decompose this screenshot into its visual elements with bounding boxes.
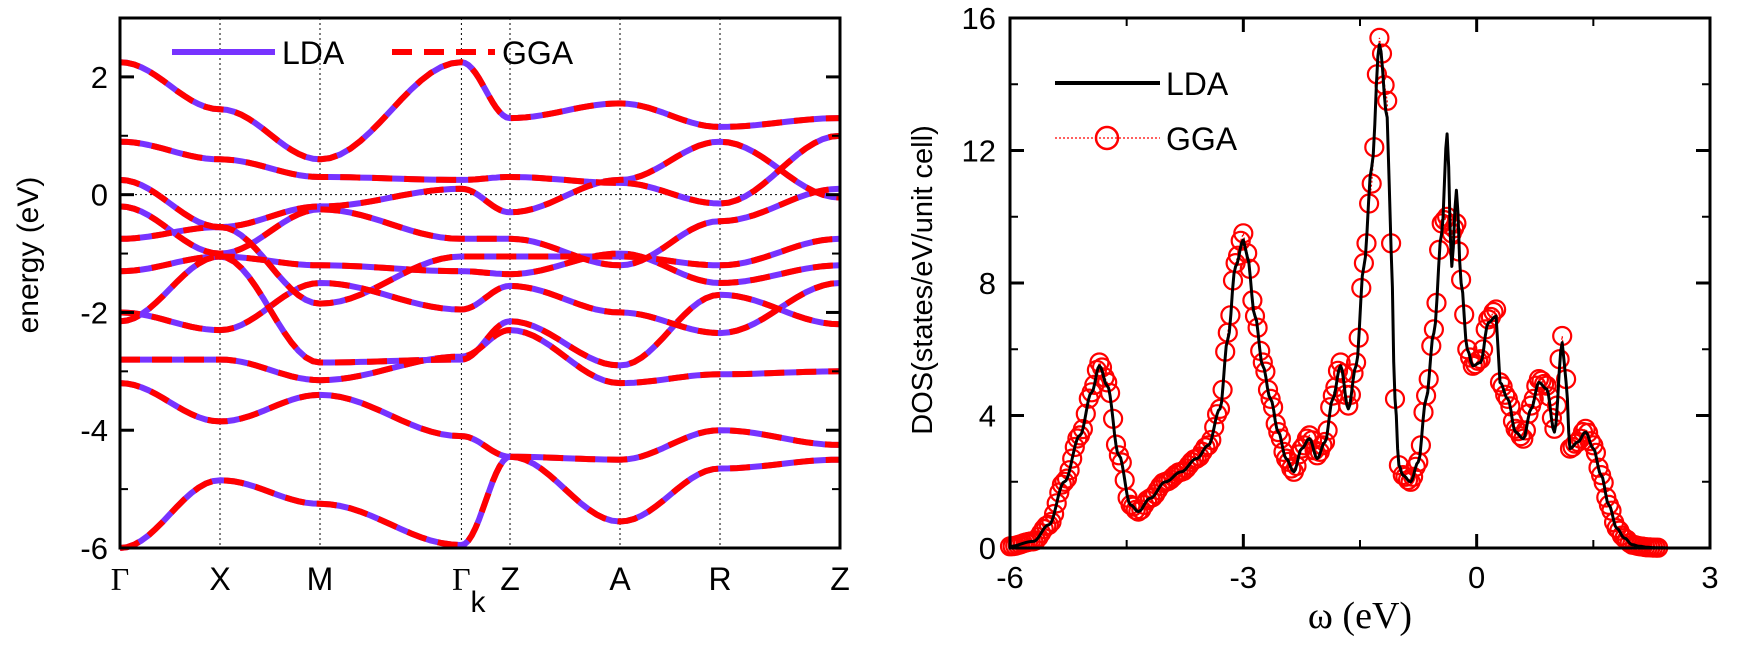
lda-band-9 xyxy=(120,327,841,387)
gga-band-8 xyxy=(119,253,841,369)
gga-dos-point xyxy=(1075,403,1096,424)
gga-dos-point xyxy=(1345,352,1367,373)
dos-xtick-label: 3 xyxy=(1701,560,1718,595)
gga-dos-point xyxy=(1043,503,1065,525)
band-y-axis: -6 -4 -2 0 2 xyxy=(80,60,840,566)
gga-dos-point xyxy=(1260,388,1281,409)
gga-band-3 xyxy=(119,138,841,231)
band-legend: LDA GGA xyxy=(172,35,574,71)
gga-dos-point xyxy=(1046,493,1067,514)
band-plot-area xyxy=(119,18,841,551)
dos-xlabel: ω (eV) xyxy=(1308,595,1412,637)
gga-dos-point xyxy=(1467,350,1489,371)
gga-band-1 xyxy=(119,59,841,163)
band-xlabel: k xyxy=(471,586,487,619)
gga-dos-point xyxy=(1209,398,1231,419)
kpoint-label: Γ xyxy=(111,561,130,597)
kpoint-label: M xyxy=(307,561,334,597)
gga-dos-point xyxy=(1056,468,1078,489)
gga-dos-point xyxy=(1580,431,1601,452)
gga-dos-point xyxy=(1041,511,1062,533)
gga-band-9 xyxy=(120,327,841,387)
dos-plot-area xyxy=(999,27,1710,558)
gga-band-2 xyxy=(119,132,841,207)
gga-dos-point xyxy=(1097,372,1118,393)
legend-gga-label: GGA xyxy=(502,35,574,71)
dos-ytick-label: 0 xyxy=(979,531,996,566)
gga-dos-point xyxy=(1270,428,1292,449)
kpoint-label: X xyxy=(209,561,230,597)
dos-y-axis: 0 4 8 12 16 xyxy=(962,1,1710,566)
gga-band-7 xyxy=(119,279,841,337)
gga-dos-point xyxy=(1201,429,1222,451)
gga-dos-point xyxy=(1575,418,1596,439)
gga-dos-point xyxy=(1577,422,1599,443)
gga-dos-point xyxy=(1059,460,1080,481)
gga-dos-point xyxy=(1064,436,1085,458)
gga-dos-point xyxy=(1204,417,1225,438)
gga-dos-point xyxy=(1483,301,1504,323)
gga-dos-point xyxy=(1054,471,1075,492)
dos-x-axis: -6 -3 0 3 xyxy=(996,18,1719,595)
dos-ytick-label: 4 xyxy=(979,399,996,434)
gga-dos-point xyxy=(1338,395,1359,416)
lda-band-7 xyxy=(119,280,841,337)
gga-dos-point xyxy=(1062,448,1083,469)
gga-dos-point xyxy=(1314,431,1336,453)
kpoint-label: R xyxy=(708,561,731,597)
gga-dos-point xyxy=(1330,352,1351,373)
dos-ytick-label: 16 xyxy=(962,1,996,36)
band-ytick-label: -6 xyxy=(80,531,108,566)
gga-dos-point xyxy=(1510,426,1531,447)
gga-dos-point xyxy=(1252,352,1273,373)
band-ytick-label: 0 xyxy=(91,178,108,213)
dos-xtick-label: -6 xyxy=(996,560,1024,595)
gga-band-5 xyxy=(119,224,841,307)
gga-dos-point xyxy=(1533,373,1555,395)
lda-band-10 xyxy=(119,380,841,463)
dos-legend: LDA GGA xyxy=(1055,66,1238,157)
dos-xtick-label: -3 xyxy=(1230,560,1258,595)
band-ytick-label: -4 xyxy=(80,413,108,448)
gga-dos-point xyxy=(1495,384,1516,405)
kpoint-label: Γ xyxy=(452,561,471,597)
gga-dos-point xyxy=(1544,418,1565,439)
gga-dos-point xyxy=(1038,514,1060,535)
gga-dos-point xyxy=(1084,374,1105,395)
lda-band-3 xyxy=(119,138,841,231)
legend-dos-gga-marker xyxy=(1094,125,1120,151)
gga-dos-point xyxy=(1446,213,1467,234)
gga-band-4 xyxy=(119,185,841,269)
dos-xtick-label: 0 xyxy=(1468,560,1485,595)
dos-ylabel: DOS(states/eV/unit cell) xyxy=(907,125,939,434)
gga-dos-point xyxy=(1531,370,1552,391)
kpoint-label: A xyxy=(609,561,631,597)
kpoint-label: Z xyxy=(500,561,520,597)
gga-dos-point xyxy=(1492,376,1513,397)
gga-dos-point xyxy=(1377,90,1398,111)
gga-dos-point xyxy=(1513,428,1534,449)
dos-ytick-label: 12 xyxy=(962,134,996,169)
band-ytick-label: 2 xyxy=(91,60,108,95)
dos-ytick-label: 8 xyxy=(979,266,996,301)
legend-dos-lda-label: LDA xyxy=(1166,66,1229,102)
gga-band-11 xyxy=(119,453,841,551)
legend-dos-gga-label: GGA xyxy=(1166,121,1238,157)
gga-dos-point xyxy=(1072,419,1094,440)
lda-dos-line xyxy=(1010,43,1710,550)
kpoint-label: Z xyxy=(830,561,850,597)
gga-band-10 xyxy=(119,380,841,463)
gga-band-6 xyxy=(119,250,841,287)
band-ytick-label: -2 xyxy=(80,295,108,330)
legend-lda-label: LDA xyxy=(282,35,345,71)
gga-dos-point xyxy=(1523,388,1544,409)
band-plot-frame xyxy=(118,16,842,550)
gga-dos-point xyxy=(1593,472,1614,493)
band-ylabel: energy (eV) xyxy=(12,177,45,334)
gga-dos-point xyxy=(1244,306,1266,327)
